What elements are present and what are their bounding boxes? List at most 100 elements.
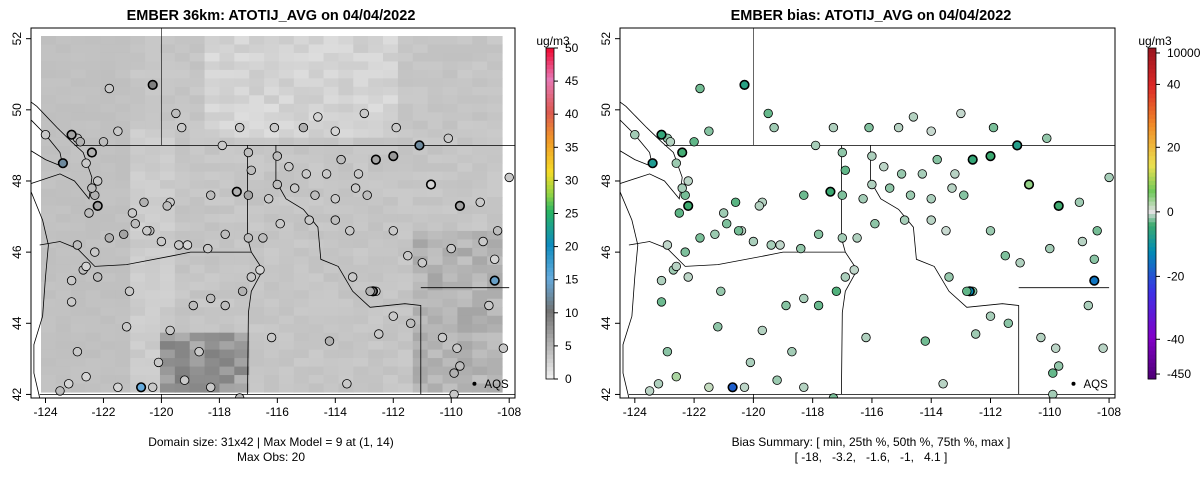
model-grid-cell: [472, 222, 488, 232]
colorbar-segment: [546, 89, 554, 95]
model-grid-cell: [234, 103, 250, 113]
model-grid-cell: [145, 358, 161, 368]
model-grid-cell: [249, 146, 265, 156]
model-grid-cell: [457, 247, 473, 257]
model-grid-cell: [159, 222, 176, 232]
model-grid-cell: [412, 222, 429, 232]
colorbar-segment: [546, 337, 554, 343]
model-grid-cell: [85, 95, 102, 105]
model-grid-cell: [308, 214, 325, 224]
station-point: [1015, 258, 1025, 268]
model-grid-cell: [427, 163, 444, 173]
model-grid-cell: [427, 383, 444, 393]
model-grid-cell: [100, 290, 116, 300]
model-grid-cell: [70, 281, 87, 291]
model-grid-cell: [293, 239, 310, 249]
model-grid-cell: [353, 95, 369, 105]
model-grid-cell: [130, 120, 146, 130]
model-grid-cell: [189, 129, 206, 139]
model-grid-cell: [442, 120, 458, 130]
model-grid-cell: [41, 349, 57, 359]
model-grid-cell: [353, 205, 369, 215]
model-grid-cell: [249, 112, 265, 122]
model-grid-cell: [293, 52, 310, 63]
station-point: [504, 172, 514, 183]
station-point: [275, 218, 285, 229]
model-grid-cell: [189, 36, 206, 46]
model-grid-cell: [219, 358, 235, 368]
station-point: [388, 226, 399, 236]
model-grid-cell: [308, 180, 325, 190]
model-grid-cell: [427, 273, 444, 283]
model-grid-cell: [383, 171, 399, 181]
model-grid-cell: [55, 44, 72, 54]
station-point: [217, 140, 228, 151]
model-grid-cell: [383, 146, 399, 156]
model-grid-cell: [442, 188, 458, 198]
model-grid-cell: [308, 264, 325, 274]
model-grid-cell: [41, 52, 57, 63]
model-grid-cell: [249, 171, 265, 181]
model-grid-cell: [115, 281, 131, 291]
model-grid-cell: [130, 86, 146, 96]
model-grid-cell: [130, 163, 146, 173]
model-grid-cell: [85, 214, 102, 224]
model-grid-cell: [55, 120, 72, 130]
model-grid-cell: [249, 205, 265, 215]
model-grid-cell: [457, 112, 473, 122]
model-grid-cell: [278, 358, 295, 368]
y-tick-label: 42: [10, 387, 24, 401]
model-grid-cell: [55, 315, 72, 325]
model-grid-cell: [145, 375, 161, 385]
model-grid-cell: [383, 205, 399, 215]
model-grid-cell: [472, 366, 488, 376]
model-grid-cell: [412, 78, 429, 88]
model-grid-cell: [189, 222, 206, 232]
model-grid-cell: [397, 383, 414, 393]
station-point: [849, 265, 859, 275]
model-grid-cell: [353, 188, 369, 198]
model-grid-cell: [219, 214, 235, 224]
model-grid-cell: [412, 197, 429, 207]
model-grid-cell: [264, 171, 280, 181]
station-point: [188, 300, 199, 311]
model-grid-cell: [85, 349, 102, 359]
model-grid-cell: [264, 324, 280, 334]
model-grid-cell: [249, 129, 265, 139]
model-grid-cell: [308, 163, 325, 173]
model-grid-cell: [308, 36, 325, 46]
station-point: [142, 226, 152, 236]
model-grid-cell: [293, 197, 310, 207]
model-grid-cell: [323, 86, 340, 96]
model-grid-cell: [353, 273, 369, 283]
model-grid-cell: [338, 315, 354, 325]
model-grid-cell: [55, 324, 72, 334]
station-point: [656, 129, 667, 140]
model-grid-cell: [159, 264, 176, 274]
model-grid-cell: [293, 69, 310, 79]
model-grid-cell: [189, 375, 206, 385]
model-grid-cell: [487, 137, 503, 147]
model-grid-cell: [55, 264, 72, 274]
model-grid-cell: [204, 36, 221, 46]
model-grid-cell: [41, 61, 57, 71]
model-grid-cell: [85, 324, 102, 334]
model-grid-cell: [41, 281, 57, 291]
station-point: [985, 226, 996, 236]
model-grid-cell: [457, 86, 473, 96]
model-grid-cell: [293, 163, 310, 173]
model-grid-cell: [442, 78, 458, 88]
model-grid-cell: [174, 78, 191, 88]
model-grid-cell: [368, 163, 384, 173]
colorbar-tick-label: 10000: [1167, 46, 1200, 60]
aqs-label: AQS: [1084, 379, 1109, 391]
model-grid-cell: [234, 324, 250, 334]
model-grid-cell: [293, 188, 310, 198]
model-grid-cell: [249, 120, 265, 130]
model-grid-cell: [174, 180, 191, 190]
model-grid-cell: [234, 281, 250, 291]
colorbar-segment: [546, 333, 554, 339]
model-grid-cell: [85, 366, 102, 376]
model-grid-cell: [427, 61, 444, 71]
